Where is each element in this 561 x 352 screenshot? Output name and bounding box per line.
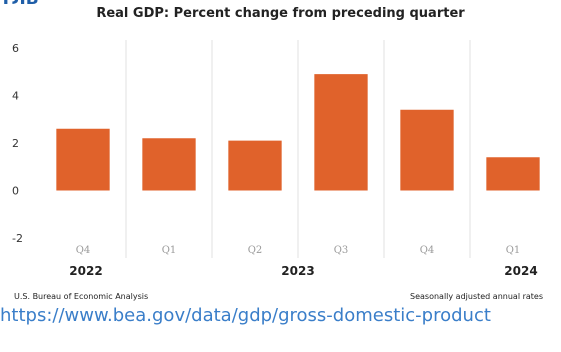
bar-0 [56, 129, 109, 191]
bar-2 [228, 141, 281, 191]
source-note: U.S. Bureau of Economic Analysis [14, 292, 148, 301]
x-tick-label: Q4 [76, 245, 91, 256]
x-tick-label: Q3 [334, 245, 349, 256]
year-label: 2023 [281, 264, 314, 278]
seasonal-note: Seasonally adjusted annual rates [410, 292, 543, 301]
y-tick-label: 2 [12, 137, 19, 150]
gdp-bar-chart: -2 0 2 4 6 Q4 Q1 Q2 Q3 Q4 Q1 2022 2023 2024 [0, 0, 561, 290]
bar-5 [486, 157, 539, 190]
y-tick-label: 4 [12, 90, 19, 103]
bar-3 [314, 74, 367, 190]
bar-1 [142, 138, 195, 190]
bea-gdp-link[interactable]: https://www.bea.gov/data/gdp/gross-domes… [0, 305, 540, 327]
x-tick-label: Q1 [162, 245, 177, 256]
x-tick-label: Q4 [420, 245, 435, 256]
bar-4 [400, 110, 453, 191]
y-tick-label: 6 [12, 42, 19, 55]
x-tick-label: Q1 [506, 245, 521, 256]
year-label: 2022 [69, 264, 102, 278]
year-label: 2024 [504, 264, 537, 278]
y-tick-label: 0 [12, 185, 19, 198]
y-tick-label: -2 [12, 232, 23, 245]
x-tick-label: Q2 [248, 245, 263, 256]
